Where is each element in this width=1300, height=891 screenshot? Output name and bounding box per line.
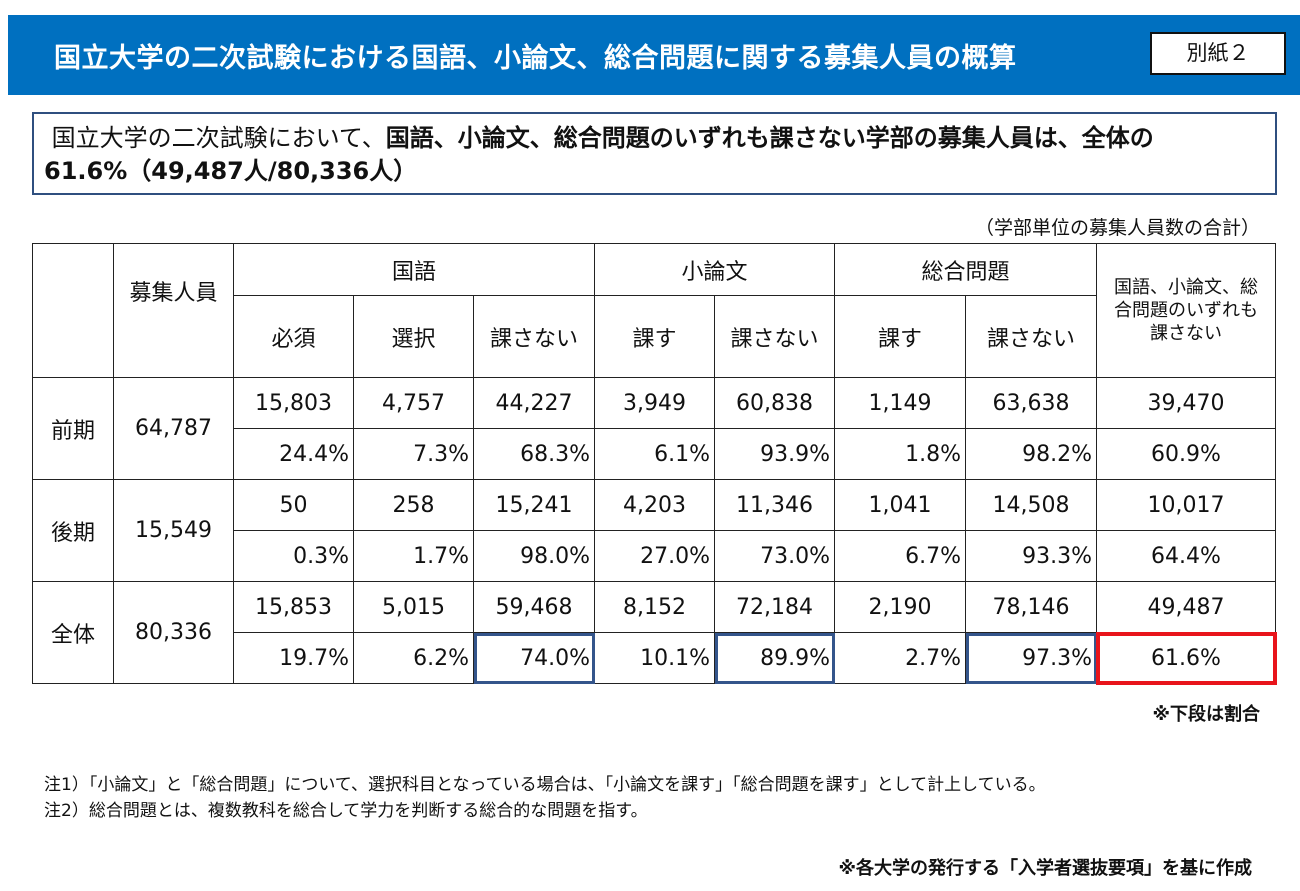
count-cell: 1,149 <box>834 377 966 429</box>
percent-cell: 98.2% <box>965 428 1097 480</box>
table-row-percent: 19.7% 6.2% 74.0% 10.1% 89.9% 2.7% 97.3% 61.6% <box>33 631 1277 685</box>
sub-header: 課す <box>594 295 715 378</box>
count-cell: 59,468 <box>473 581 595 633</box>
percent-cell: 68.3% <box>473 428 595 480</box>
table-row-count: 前期 64,787 15,803 4,757 44,227 3,949 60,838 1,14… <box>32 377 1276 480</box>
notes: 注1）「小論文」と「総合問題」について、選択科目となっている場合は、「小論文を課… <box>44 772 1046 824</box>
percent-cell: 64.4% <box>1096 530 1276 582</box>
recruitment-table: 募集人員 国語 小論文 総合問題 国語、小論文、総合問題のいずれも課さない 必須… <box>32 243 1277 685</box>
title-bar <box>8 15 1300 95</box>
count-cell: 63,638 <box>965 377 1097 429</box>
count-cell: 10,017 <box>1096 479 1276 531</box>
sub-header: 課さない <box>965 295 1097 378</box>
sub-header: 課さない <box>714 295 835 378</box>
percent-cell: 1.8% <box>834 428 966 480</box>
sub-header: 課す <box>834 295 966 378</box>
count-cell: 15,853 <box>233 581 354 633</box>
count-cell: 15,803 <box>233 377 354 429</box>
lower-row-note: ※下段は割合 <box>1152 704 1261 725</box>
quota-cell: 15,549 <box>113 479 234 582</box>
table-row-count: 後期 15,549 50 258 15,241 4,203 11,346 1,041 14,50… <box>32 479 1276 582</box>
row-label: 全体 <box>32 581 114 684</box>
percent-cell: 6.1% <box>594 428 715 480</box>
count-cell: 8,152 <box>594 581 715 633</box>
count-cell: 2,190 <box>834 581 966 633</box>
count-cell: 49,487 <box>1096 581 1276 633</box>
count-cell: 72,184 <box>714 581 835 633</box>
percent-cell: 1.7% <box>353 530 474 582</box>
percent-cell: 73.0% <box>714 530 835 582</box>
row-label: 後期 <box>32 479 114 582</box>
header-kokugo: 国語 <box>233 243 595 296</box>
percent-cell: 89.9% <box>714 632 835 684</box>
count-cell: 78,146 <box>965 581 1097 633</box>
table-row-percent: 24.4% 7.3% 68.3% 6.1% 93.9% 1.8% 98.2% 60.9% <box>33 428 1276 480</box>
percent-cell: 97.3% <box>965 632 1097 684</box>
count-cell: 50 <box>233 479 354 531</box>
count-cell: 4,757 <box>353 377 474 429</box>
count-cell: 14,508 <box>965 479 1097 531</box>
count-cell: 1,041 <box>834 479 966 531</box>
row-label: 前期 <box>32 377 114 480</box>
count-cell: 4,203 <box>594 479 715 531</box>
quota-cell: 80,336 <box>113 581 234 684</box>
header-none: 国語、小論文、総合問題のいずれも課さない <box>1096 243 1276 378</box>
count-cell: 15,241 <box>473 479 595 531</box>
count-cell: 39,470 <box>1096 377 1276 429</box>
unit-note: （学部単位の募集人員数の合計） <box>974 217 1260 239</box>
note-1: 注1）「小論文」と「総合問題」について、選択科目となっている場合は、「小論文を課… <box>44 775 1046 795</box>
table-row-count: 全体 80,336 15,853 5,015 59,468 8,152 72,184 2,19… <box>32 581 1276 684</box>
summary-box: 国立大学の二次試験において、国語、小論文、総合問題のいずれも課さない学部の募集人… <box>32 112 1277 195</box>
percent-cell: 24.4% <box>233 428 354 480</box>
percent-cell: 6.7% <box>834 530 966 582</box>
count-cell: 60,838 <box>714 377 835 429</box>
attachment-label: 別紙２ <box>1150 32 1286 75</box>
percent-cell: 60.9% <box>1096 428 1276 480</box>
header-shoronbun: 小論文 <box>594 243 835 296</box>
summary-normal: 国立大学の二次試験において、 <box>51 124 386 152</box>
sub-header: 課さない <box>473 295 595 378</box>
page-title: 国立大学の二次試験における国語、小論文、総合問題に関する募集人員の概算 <box>54 43 1017 74</box>
header-quota: 募集人員 <box>113 243 234 378</box>
count-cell: 11,346 <box>714 479 835 531</box>
percent-cell: 7.3% <box>353 428 474 480</box>
corner-cell <box>32 243 114 378</box>
percent-cell: 93.9% <box>714 428 835 480</box>
note-2: 注2）総合問題とは、複数教科を総合して学力を判断する総合的な問題を指す。 <box>44 801 648 821</box>
count-cell: 44,227 <box>473 377 595 429</box>
source-note: ※各大学の発行する「入学者選抜要項」を基に作成 <box>838 858 1253 879</box>
percent-cell: 6.2% <box>353 632 474 684</box>
count-cell: 5,015 <box>353 581 474 633</box>
table-row-percent: 0.3% 1.7% 98.0% 27.0% 73.0% 6.7% 93.3% 64.4% <box>33 530 1276 582</box>
percent-cell: 19.7% <box>233 632 354 684</box>
percent-cell: 93.3% <box>965 530 1097 582</box>
percent-cell: 0.3% <box>233 530 354 582</box>
count-cell: 3,949 <box>594 377 715 429</box>
percent-cell: 61.6% <box>1095 631 1277 685</box>
percent-cell: 27.0% <box>594 530 715 582</box>
percent-cell: 2.7% <box>834 632 966 684</box>
percent-cell: 74.0% <box>473 632 595 684</box>
quota-cell: 64,787 <box>113 377 234 480</box>
count-cell: 258 <box>353 479 474 531</box>
percent-cell: 98.0% <box>473 530 595 582</box>
header-sogo: 総合問題 <box>834 243 1097 296</box>
summary-bold: 国語、小論文、総合問題のいずれも課さない学部の募集人員は、全体の61.6%（49… <box>44 124 1154 185</box>
sub-header: 選択 <box>353 295 474 378</box>
sub-header: 必須 <box>233 295 354 378</box>
percent-cell: 10.1% <box>594 632 715 684</box>
